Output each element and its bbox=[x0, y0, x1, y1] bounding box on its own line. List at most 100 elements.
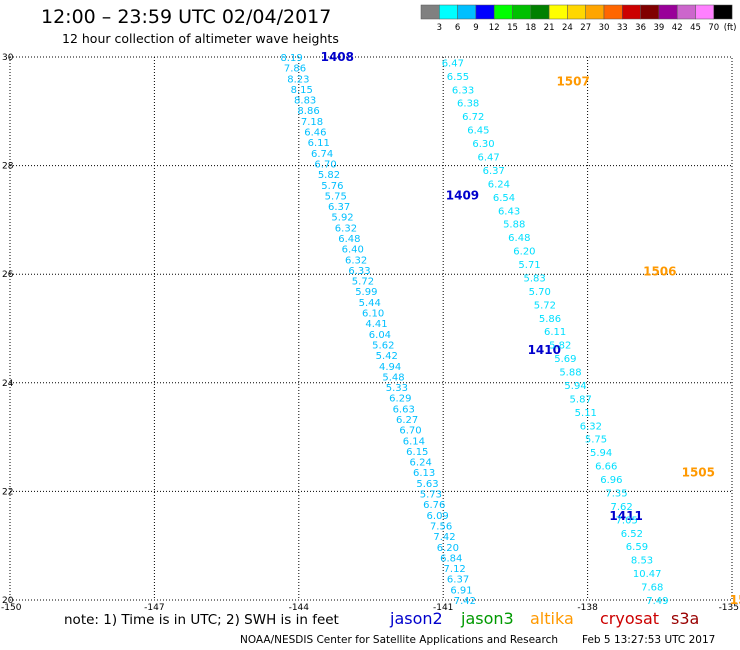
legend-s3a: s3a bbox=[671, 609, 700, 628]
swh-value-label: 6.32 bbox=[335, 223, 357, 234]
x-tick-label: -141 bbox=[433, 603, 453, 613]
swh-value-label: 8.53 bbox=[631, 556, 653, 567]
swh-value-label: 5.88 bbox=[559, 368, 581, 379]
swh-value-label: 5.11 bbox=[575, 408, 597, 419]
swh-value-label: 7.49 bbox=[646, 596, 668, 607]
swh-value-label: 6.33 bbox=[452, 85, 474, 96]
swh-value-label: 6.54 bbox=[493, 193, 515, 204]
swh-value-label: 7.35 bbox=[605, 488, 627, 499]
swh-value-label: 5.88 bbox=[503, 220, 525, 231]
colorbar-tick: 24 bbox=[562, 23, 573, 33]
swh-value-label: 5.75 bbox=[325, 191, 347, 202]
x-tick-label: -144 bbox=[289, 603, 310, 613]
colorbar-swatch bbox=[457, 4, 477, 20]
y-tick-label: 20 bbox=[2, 596, 14, 606]
swh-value-label: 6.96 bbox=[600, 475, 622, 486]
swh-value-label: 6.74 bbox=[311, 149, 333, 160]
swh-value-label: 6.15 bbox=[406, 447, 428, 458]
swh-value-label: 5.82 bbox=[549, 341, 571, 352]
swh-value-label: 6.20 bbox=[513, 247, 535, 258]
colorbar-tick: 70 bbox=[708, 23, 719, 33]
swh-value-label: 6.13 bbox=[413, 468, 435, 479]
pass-number-label: 1410 bbox=[528, 343, 561, 357]
swh-value-label: 6.37 bbox=[447, 575, 469, 586]
swh-value-label: 4.94 bbox=[379, 362, 401, 373]
swh-value-label: 6.29 bbox=[389, 394, 411, 405]
generated-timestamp: Feb 5 13:27:53 UTC 2017 bbox=[582, 634, 716, 646]
chart-title: 12:00 – 23:59 UTC 02/04/2017 bbox=[41, 6, 332, 28]
swh-value-label: 5.82 bbox=[318, 170, 340, 181]
colorbar-tick: (ft) bbox=[724, 23, 737, 33]
swh-value-label: 8.86 bbox=[297, 106, 319, 117]
swh-value-label: 6.70 bbox=[314, 159, 336, 170]
legend-altika: altika bbox=[530, 609, 574, 628]
y-tick-label: 22 bbox=[2, 487, 13, 497]
swh-value-label: 4.41 bbox=[365, 319, 387, 330]
swh-value-label: 6.10 bbox=[362, 309, 384, 320]
swh-value-label: 6.66 bbox=[595, 462, 617, 473]
colorbar-swatch bbox=[603, 4, 623, 20]
colorbar-tick: 42 bbox=[672, 23, 683, 33]
swh-value-label: 6.38 bbox=[457, 99, 479, 110]
x-tick-labels: -150 -147 -144 -141 -138 -135 bbox=[1, 603, 739, 613]
units-note: note: 1) Time is in UTC; 2) SWH is in fe… bbox=[64, 612, 339, 628]
swh-value-label: 6.48 bbox=[338, 234, 360, 245]
colorbar-tick: 9 bbox=[473, 23, 478, 33]
swh-value-label: 6.43 bbox=[498, 206, 520, 217]
satellite-tracks: 8.197.868.238.158.838.867.186.466.116.74… bbox=[280, 50, 740, 607]
colorbar-swatch bbox=[695, 4, 715, 20]
swh-value-label: 6.11 bbox=[308, 138, 330, 149]
swh-value-label: 6.47 bbox=[477, 153, 499, 164]
pass-number-label: 1505 bbox=[682, 465, 715, 479]
swh-value-label: 6.24 bbox=[488, 179, 510, 190]
colorbar-tick: 45 bbox=[690, 23, 701, 33]
swh-value-label: 6.33 bbox=[348, 266, 370, 277]
colorbar-swatch bbox=[640, 4, 660, 20]
colorbar-tick: 36 bbox=[635, 23, 646, 33]
swh-value-label: 6.04 bbox=[369, 330, 391, 341]
swh-value-label: 5.86 bbox=[539, 314, 561, 325]
colorbar-tick: 30 bbox=[599, 23, 610, 33]
swh-value-label: 5.62 bbox=[372, 340, 394, 351]
swh-value-label: 5.42 bbox=[376, 351, 398, 362]
swh-value-label: 6.46 bbox=[304, 128, 326, 139]
pass-number-label: 1408 bbox=[321, 50, 354, 64]
swh-value-label: 5.44 bbox=[359, 298, 381, 309]
colorbar-swatch bbox=[512, 4, 532, 20]
colorbar-swatch bbox=[548, 4, 568, 20]
y-tick-label: 30 bbox=[2, 53, 14, 63]
colorbar-swatch bbox=[420, 4, 440, 20]
swh-value-label: 6.40 bbox=[342, 245, 364, 256]
swh-value-label: 6.27 bbox=[396, 415, 418, 426]
swh-value-label: 8.83 bbox=[294, 96, 316, 107]
swh-value-label: 6.24 bbox=[410, 458, 432, 469]
swh-value-label: 8.23 bbox=[287, 74, 309, 85]
swh-value-label: 7.18 bbox=[301, 117, 323, 128]
swh-value-label: 5.71 bbox=[518, 260, 540, 271]
swh-value-label: 10.47 bbox=[633, 569, 662, 580]
swh-value-label: 5.76 bbox=[321, 181, 343, 192]
colorbar-tick: 27 bbox=[580, 23, 591, 33]
y-tick-label: 26 bbox=[2, 270, 14, 280]
swh-value-label: 5.63 bbox=[416, 479, 438, 490]
swh-value-label: 6.63 bbox=[393, 404, 415, 415]
swh-value-label: 8.19 bbox=[280, 53, 302, 64]
colorbar-tick: 33 bbox=[617, 23, 628, 33]
swh-value-label: 7.42 bbox=[454, 596, 476, 607]
x-tick-label: -147 bbox=[144, 603, 164, 613]
legend-cryosat: cryosat bbox=[600, 609, 660, 628]
swh-value-label: 6.47 bbox=[442, 58, 464, 69]
x-tick-label: -138 bbox=[577, 603, 598, 613]
colorbar-swatch bbox=[585, 4, 605, 20]
swh-value-label: 7.05 bbox=[616, 515, 638, 526]
swh-value-label: 5.48 bbox=[382, 372, 404, 383]
swh-value-label: 5.69 bbox=[554, 354, 576, 365]
legend-jason2: jason2 bbox=[390, 609, 443, 628]
colorbar-tick: 3 bbox=[437, 23, 442, 33]
credit-line: NOAA/NESDIS Center for Satellite Applica… bbox=[240, 634, 558, 646]
swh-value-label: 6.20 bbox=[437, 543, 459, 554]
swh-value-label: 6.32 bbox=[345, 255, 367, 266]
swh-value-label: 5.99 bbox=[355, 287, 377, 298]
swh-value-label: 6.91 bbox=[450, 585, 472, 596]
swh-value-label: 5.70 bbox=[529, 287, 551, 298]
